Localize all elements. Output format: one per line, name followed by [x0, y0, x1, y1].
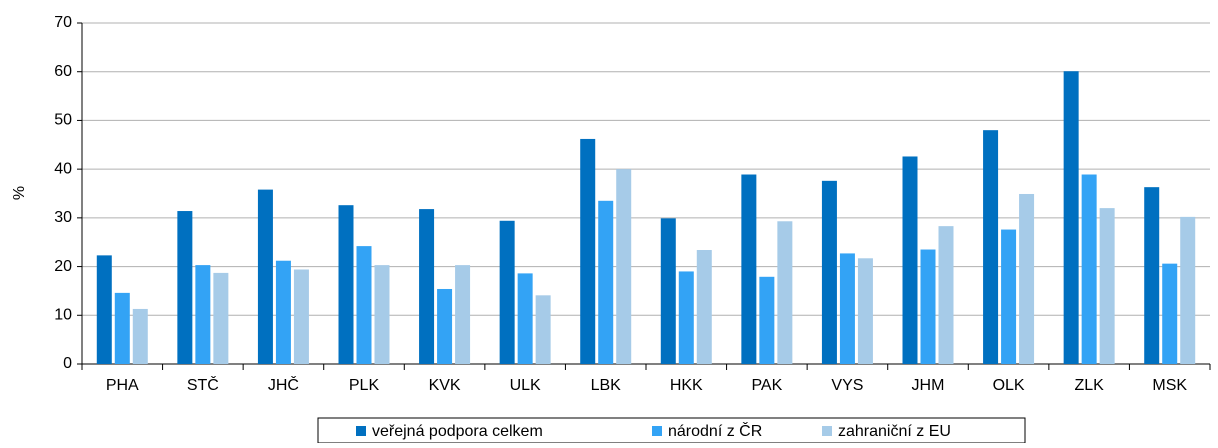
bar — [338, 205, 354, 364]
bar — [132, 308, 148, 364]
y-axis-label: % — [11, 186, 28, 200]
x-tick-label: STČ — [187, 375, 219, 394]
bar — [777, 221, 793, 364]
bar — [535, 295, 551, 364]
y-tick-label: 20 — [54, 258, 72, 275]
bar — [419, 209, 435, 364]
bar — [1063, 71, 1079, 364]
bar — [437, 288, 453, 364]
bar — [902, 156, 918, 364]
bar — [580, 138, 596, 364]
x-tick-label: VYS — [831, 377, 863, 394]
bar — [839, 253, 855, 364]
x-tick-label: KVK — [429, 377, 461, 394]
bar — [598, 200, 614, 364]
bar — [356, 246, 372, 364]
x-tick-label: PLK — [349, 377, 380, 394]
x-tick-label: PHA — [106, 377, 139, 394]
x-tick-label: LBK — [591, 377, 622, 394]
bar — [1180, 216, 1196, 364]
bar — [1144, 187, 1160, 364]
legend-label: národní z ČR — [668, 421, 762, 440]
x-tick-label: JHM — [912, 377, 945, 394]
legend-swatch — [652, 426, 662, 436]
x-tick-label: HKK — [670, 377, 703, 394]
x-tick-label: JHČ — [268, 375, 299, 394]
bar — [983, 130, 999, 364]
legend-label: zahraniční z EU — [838, 423, 951, 440]
bar — [616, 169, 632, 364]
bar — [455, 265, 471, 364]
x-tick-label: ULK — [510, 377, 541, 394]
bar — [857, 258, 873, 364]
y-tick-label: 40 — [54, 160, 72, 177]
bar — [275, 260, 291, 364]
bar — [499, 220, 515, 364]
bar — [517, 273, 533, 364]
y-tick-label: 70 — [54, 14, 72, 31]
bar — [660, 218, 676, 364]
bar — [1081, 174, 1097, 364]
x-tick-label: MSK — [1152, 377, 1187, 394]
bar — [678, 271, 694, 364]
x-tick-label: PAK — [751, 377, 782, 394]
bar — [114, 292, 130, 364]
legend-swatch — [356, 426, 366, 436]
y-tick-label: 30 — [54, 209, 72, 226]
bar — [1019, 193, 1035, 364]
bar — [741, 174, 757, 364]
legend-box — [317, 417, 1026, 444]
legend-swatch — [822, 426, 832, 436]
x-tick-label: OLK — [993, 377, 1025, 394]
bar — [177, 211, 193, 364]
y-tick-label: 60 — [54, 63, 72, 80]
bar — [1162, 263, 1178, 364]
bar — [213, 272, 229, 364]
bar — [1099, 208, 1115, 364]
y-tick-label: 10 — [54, 307, 72, 324]
bar — [257, 189, 273, 364]
bar — [920, 249, 936, 364]
y-tick-label: 50 — [54, 112, 72, 129]
bar — [938, 226, 954, 364]
bar — [195, 265, 211, 364]
x-tick-label: ZLK — [1074, 377, 1104, 394]
bar — [821, 180, 837, 364]
bar — [696, 250, 712, 364]
legend-label: veřejná podpora celkem — [372, 423, 543, 440]
bar — [1001, 229, 1017, 364]
bar — [96, 255, 112, 364]
y-tick-label: 0 — [63, 355, 72, 372]
bar — [374, 265, 390, 364]
bar — [293, 269, 309, 364]
bar — [759, 276, 775, 364]
